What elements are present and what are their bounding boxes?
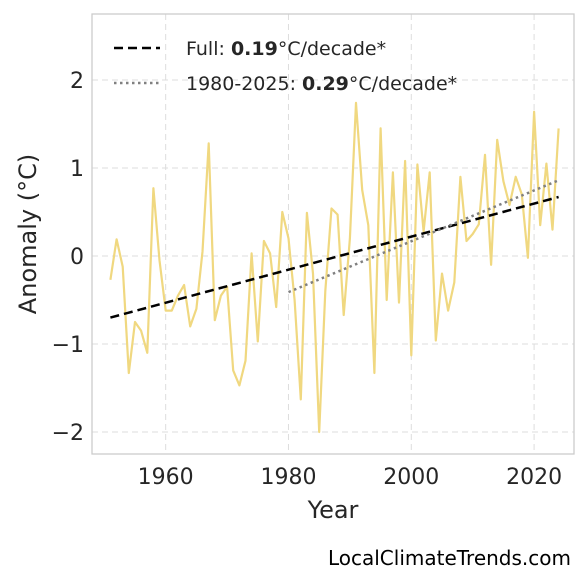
x-axis-title: Year bbox=[307, 496, 359, 524]
series-line-full bbox=[110, 195, 559, 319]
x-axis-ticks: 1960 1980 2000 2020 bbox=[138, 465, 562, 490]
x-tick-label: 1960 bbox=[138, 465, 194, 490]
legend: Full: 0.19°C/decade* 1980-2025: 0.29°C/de… bbox=[114, 38, 457, 95]
y-tick-label: −1 bbox=[52, 333, 84, 358]
y-axis-ticks: −2 −1 0 1 2 bbox=[52, 69, 84, 446]
plot-frame bbox=[91, 13, 575, 455]
x-tick-label: 2000 bbox=[383, 465, 439, 490]
y-tick-label: −2 bbox=[52, 421, 84, 446]
x-tick-label: 1980 bbox=[260, 465, 316, 490]
series-line-1980-2025 bbox=[288, 179, 560, 294]
series-line-anomaly bbox=[109, 101, 560, 434]
credit-text: LocalClimateTrends.com bbox=[327, 546, 571, 570]
legend-entry: 1980-2025: 0.29°C/decade* bbox=[186, 73, 457, 95]
x-tick-label: 2020 bbox=[506, 465, 562, 490]
legend-entry: Full: 0.19°C/decade* bbox=[186, 38, 386, 60]
y-tick-label: 1 bbox=[70, 157, 84, 182]
y-tick-label: 0 bbox=[70, 245, 84, 270]
y-tick-label: 2 bbox=[70, 69, 84, 94]
y-axis-title: Anomaly (°C) bbox=[14, 154, 42, 314]
series-layer bbox=[109, 101, 560, 434]
